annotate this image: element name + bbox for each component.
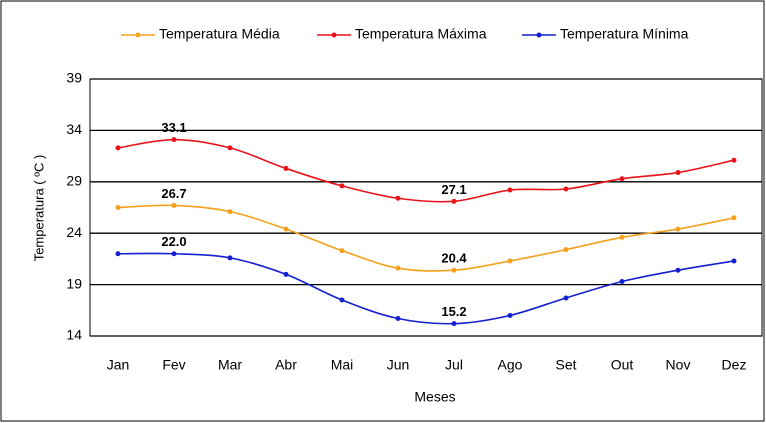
point [283,271,289,277]
x-tick-label: Jun [387,357,410,373]
value-label: 15.2 [441,304,466,319]
point [115,205,121,210]
point [619,234,625,240]
point [451,198,457,204]
point [731,215,737,221]
point [171,137,177,143]
value-label: 22.0 [161,234,186,249]
point [675,226,681,232]
x-tick-label: Fev [162,357,185,373]
point [731,258,737,264]
point [451,321,457,327]
legend-label: Temperatura Máxima [355,26,487,42]
x-tick-label: Mai [331,357,354,373]
legend-label: Temperatura Média [159,26,280,42]
x-tick-label: Nov [666,357,691,373]
value-label: 33.1 [161,120,186,135]
point [507,258,513,264]
x-tick-label: Jul [445,357,463,373]
legend-dot [331,32,337,38]
point [395,265,401,271]
point [339,248,345,254]
point [171,202,177,208]
point [395,195,401,201]
series-line [117,252,735,325]
point [227,255,233,261]
y-tick-label: 14 [66,327,82,343]
y-axis-label: Temperatura ( ºC ) [31,155,46,262]
point [227,145,233,151]
point [563,247,569,253]
series-line [117,204,735,272]
x-tick-label: Dez [722,357,747,373]
x-tick-label: Abr [275,357,297,373]
value-label: 27.1 [441,182,466,197]
legend-label: Temperatura Mínima [560,26,689,42]
y-tick-label: 29 [66,173,82,189]
point [283,226,289,232]
point [563,186,569,192]
value-label: 26.7 [161,186,186,201]
point [171,251,177,257]
y-tick-label: 34 [66,121,82,137]
point [115,251,121,257]
point [675,170,681,176]
legend-dot [135,32,141,38]
legend-dot [536,32,542,38]
x-tick-label: Out [611,357,634,373]
y-tick-label: 24 [66,224,82,240]
point [619,176,625,182]
point [731,157,737,163]
point [507,312,513,318]
plot-area [89,78,763,337]
point [227,209,233,215]
point [339,297,345,303]
y-tick-label: 39 [66,70,82,86]
point [563,295,569,301]
x-tick-label: Ago [498,357,523,373]
x-tick-label: Mar [218,357,242,373]
series-line [117,138,735,203]
point [339,183,345,189]
value-label: 20.4 [441,251,467,266]
point [451,267,457,273]
x-tick-label: Set [555,357,576,373]
point [619,279,625,285]
point [115,145,121,151]
x-tick-label: Jan [107,357,130,373]
point [507,187,513,193]
point [395,316,401,322]
point [675,267,681,273]
point [283,165,289,171]
x-axis-label: Meses [414,389,455,405]
y-tick-label: 19 [66,275,82,291]
